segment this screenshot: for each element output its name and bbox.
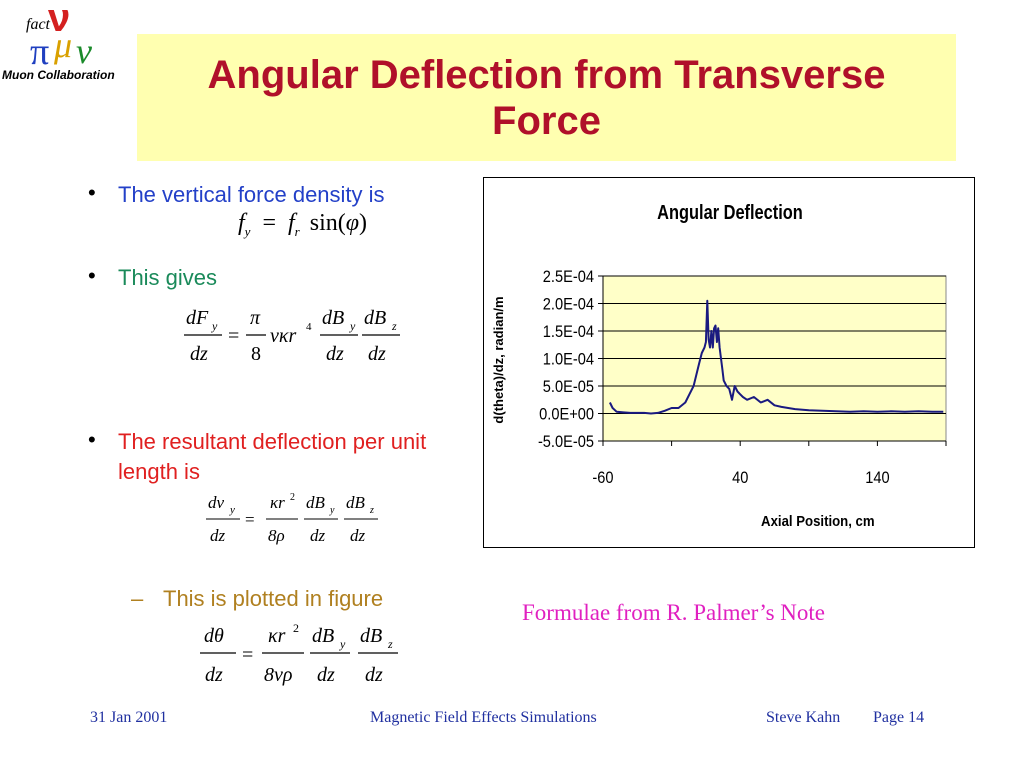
chart-x-tick-label: 140 (865, 469, 890, 487)
source-note: Formulae from R. Palmer’s Note (522, 600, 825, 625)
eq3-pow: 2 (290, 492, 295, 503)
chart-y-tick-label: 5.0E-05 (543, 378, 594, 396)
eq2-sub-y2: y (349, 319, 356, 333)
footer-page: Page 14 (873, 709, 925, 726)
chart-y-tick-label: 1.5E-04 (543, 323, 594, 341)
eq1-sub-r: r (294, 223, 300, 239)
eq1-fr: f (288, 210, 295, 236)
eq1-phi: φ (345, 210, 360, 236)
slide-title: Angular Deflection from Transverse Force (207, 52, 886, 143)
eq2-eight: 8 (251, 343, 261, 365)
bullet-1-text: The vertical force density is (118, 182, 385, 207)
chart-y-axis-label: d(theta)/dz, radian/m (491, 296, 506, 423)
eq2-den-dz2: dz (326, 343, 344, 365)
eq4-num-dtheta: dθ (204, 625, 224, 647)
eq3-sub-y: y (229, 504, 235, 516)
eq4-eightvrho: 8νρ (264, 664, 292, 686)
eq2-sub-y: y (211, 319, 218, 333)
eq3-den-dz3: dz (350, 526, 366, 545)
eq4-sub-y: y (339, 637, 346, 651)
chart-plot-area: 2.5E-04 2.0E-04 1.5E-04 1.0E-04 5.0E-05 0.0E+… (538, 268, 947, 487)
chart-y-tick-label: -5.0E-05 (538, 433, 594, 451)
eq3-num-dv: dv (208, 493, 225, 512)
eq3-eightrho: 8ρ (268, 526, 285, 545)
chart-frame: Angular Deflection Axial Position, cm d(… (483, 177, 975, 548)
eq3-sub-z: z (369, 505, 374, 516)
eq2-vkr: νκr (270, 325, 296, 347)
eq1-equals: = (262, 210, 276, 236)
bullet-2-text: This gives (118, 265, 218, 290)
chart-x-tick-label: 40 (732, 469, 748, 487)
chart-y-tick-label: 2.5E-04 (543, 268, 594, 286)
equation-deflection-rate: dv y dz = κr 2 8ρ dB y dz dB z dz (206, 492, 378, 545)
chart-y-tick-label: 1.0E-04 (543, 351, 594, 369)
eq4-dBy: dB (312, 625, 334, 647)
chart-series-line (609, 299, 944, 415)
eq2-num-dF: dF (186, 307, 209, 329)
chart-x-tick-label: -60 (592, 469, 613, 487)
eq1-sub-y: y (244, 223, 251, 239)
bullet-3-text: The resultant deflection per unit length… (118, 429, 427, 484)
bullet-dot: • (88, 180, 96, 205)
eq3-sub-y2: y (329, 505, 335, 516)
eq3-kr: κr (270, 493, 285, 512)
eq2-den-dz: dz (190, 343, 208, 365)
eq2-sub-z: z (391, 319, 397, 333)
chart-x-axis-label: Axial Position, cm (761, 512, 875, 529)
eq4-den-dz2: dz (317, 664, 335, 686)
eq4-pow: 2 (293, 621, 299, 635)
eq3-den-dz: dz (210, 526, 226, 545)
eq3-dBz: dB (346, 493, 366, 512)
eq4-den-dz: dz (205, 664, 223, 686)
eq3-den-dz2: dz (310, 526, 326, 545)
chart-y-tick-label: 2.0E-04 (543, 296, 594, 314)
footer-title: Magnetic Field Effects Simulations (370, 709, 597, 726)
logo-pi-glyph: π (30, 31, 50, 73)
eq1-fy: f (238, 210, 245, 236)
bullet-dot: • (88, 427, 96, 452)
bullet-dot: • (88, 263, 96, 288)
eq4-den-dz3: dz (365, 664, 383, 686)
equation-force-gradient: dF y dz = π 8 νκr 4 dB y dz dB z dz (184, 307, 400, 365)
eq4-kr: κr (268, 625, 286, 647)
eq2-dBy: dB (322, 307, 344, 329)
eq2-pow: 4 (306, 321, 312, 333)
eq4-sub-z: z (387, 637, 393, 651)
eq2-den-dz3: dz (368, 343, 386, 365)
chart-y-tick-label: 0.0E+00 (539, 406, 594, 424)
eq1-close: ) (359, 210, 368, 236)
chart-title: Angular Deflection (657, 200, 803, 223)
sub-bullet-text: This is plotted in figure (163, 586, 384, 611)
logo-nu-glyph: ν (76, 31, 92, 71)
eq2-equals: = (228, 325, 239, 347)
title-box: Angular Deflection from Transverse Force (137, 34, 956, 161)
eq4-equals: = (242, 644, 253, 666)
logo-collaboration-text: Muon Collaboration (2, 68, 115, 82)
logo-fact-text: fact (26, 16, 50, 33)
footer-date: 31 Jan 2001 (90, 709, 168, 726)
equation-force-density: fy = fr sin(φ) (238, 210, 367, 240)
sub-bullet-dash: – (131, 586, 144, 611)
angular-deflection-chart: Angular Deflection Axial Position, cm d(… (491, 200, 947, 529)
eq3-dBy: dB (306, 493, 326, 512)
eq4-dBz: dB (360, 625, 382, 647)
footer-author: Steve Kahn (766, 709, 841, 726)
eq2-dBz: dB (364, 307, 386, 329)
eq2-pi: π (250, 307, 261, 329)
logo-v-glyph: ν (48, 0, 71, 40)
eq1-sin: sin( (309, 210, 346, 236)
equation-angular-deflection: dθ dz = κr 2 8νρ dB y dz dB z dz (200, 621, 398, 686)
eq3-equals: = (245, 510, 255, 529)
logo-mu-glyph: μ (54, 25, 73, 65)
muon-collaboration-logo: fact ν π μ ν Muon Collaboration (0, 0, 130, 90)
